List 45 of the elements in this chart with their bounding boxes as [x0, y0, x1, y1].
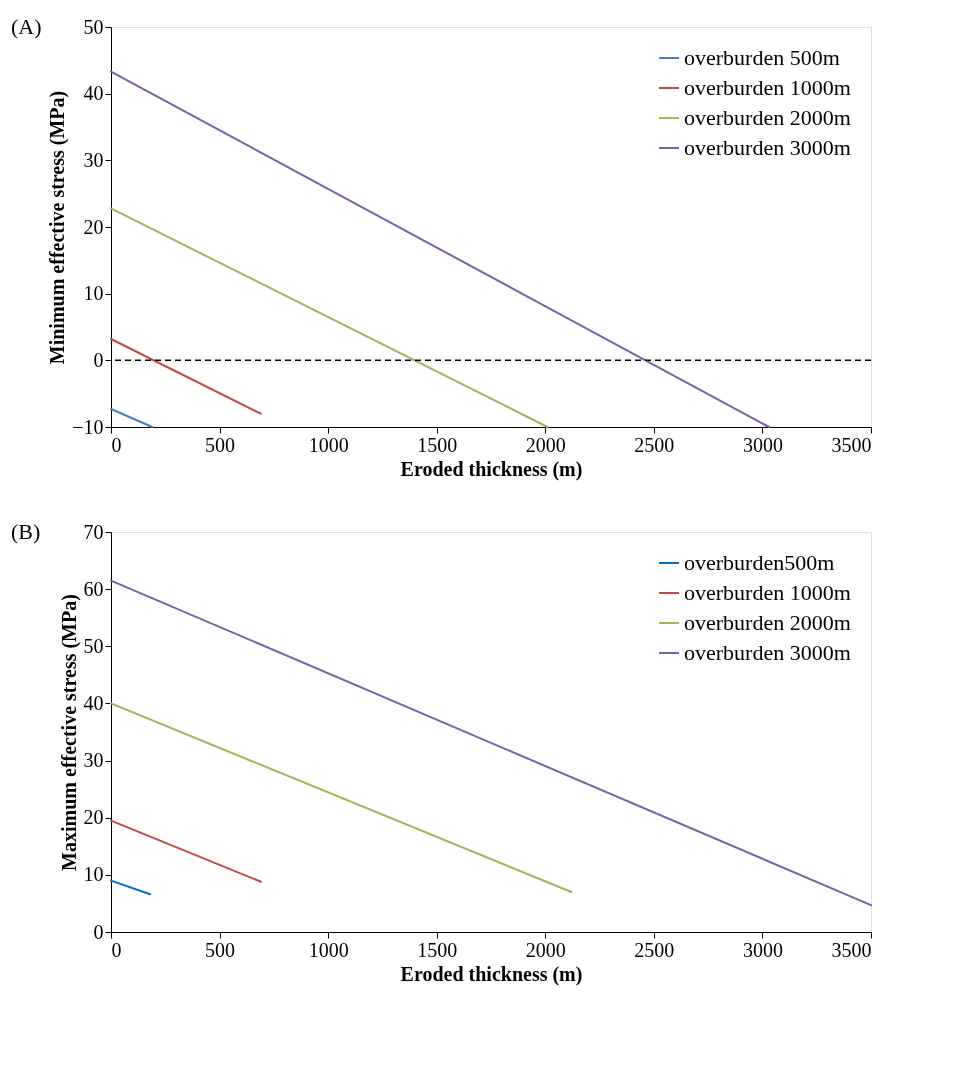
text: (B): [11, 519, 41, 544]
y-tick-label: 60: [83, 577, 104, 600]
x-tick-label: 2500: [634, 938, 675, 961]
x-tick-label: 2000: [525, 938, 566, 961]
legend-label: overburden 2000m: [684, 105, 851, 130]
y-tick-label: 20: [83, 806, 104, 829]
y-axis-title: Minimum effective stress (MPa): [46, 90, 70, 365]
x-tick-label: 3000: [742, 938, 783, 961]
legend-label: overburden 2000m: [684, 610, 851, 635]
legend-label: overburden 1000m: [684, 580, 851, 605]
x-tick-label: 1000: [308, 433, 349, 456]
x-tick-label: 1000: [308, 938, 349, 961]
y-tick-label: 0: [93, 348, 104, 371]
x-tick-label: 1500: [417, 938, 458, 961]
x-axis-title: Eroded thickness (m): [400, 457, 583, 481]
text: (A): [11, 14, 42, 39]
x-tick-label: 1500: [417, 433, 458, 456]
y-tick-label: 10: [83, 863, 104, 886]
legend-label: overburden500m: [684, 550, 835, 575]
x-tick-label: 3500: [831, 938, 872, 961]
y-tick-label: 30: [83, 148, 104, 171]
legend-label: overburden 1000m: [684, 75, 851, 100]
x-tick-label: 0: [111, 433, 122, 456]
y-tick-label: 40: [83, 82, 104, 105]
x-axis-title: Eroded thickness (m): [400, 962, 583, 986]
y-tick-label: 10: [83, 282, 104, 305]
y-tick-label: 0: [93, 920, 104, 943]
y-tick-label: −10: [72, 415, 104, 438]
x-tick-label: 0: [111, 938, 122, 961]
x-tick-label: 3000: [742, 433, 783, 456]
legend-label: overburden 3000m: [684, 640, 851, 665]
y-axis-title: Maximum effective stress (MPa): [57, 594, 81, 871]
y-tick-label: 40: [83, 691, 104, 714]
y-tick-label: 20: [83, 215, 104, 238]
legend-label: overburden 500m: [684, 45, 840, 70]
y-tick-label: 50: [83, 15, 104, 38]
x-tick-label: 3500: [831, 433, 872, 456]
y-tick-label: 50: [83, 634, 104, 657]
y-tick-label: 30: [83, 749, 104, 772]
y-tick-label: 70: [83, 520, 104, 543]
x-tick-label: 500: [205, 938, 236, 961]
x-tick-label: 500: [205, 433, 236, 456]
x-tick-label: 2500: [634, 433, 675, 456]
legend-label: overburden 3000m: [684, 135, 851, 160]
x-tick-label: 2000: [525, 433, 566, 456]
